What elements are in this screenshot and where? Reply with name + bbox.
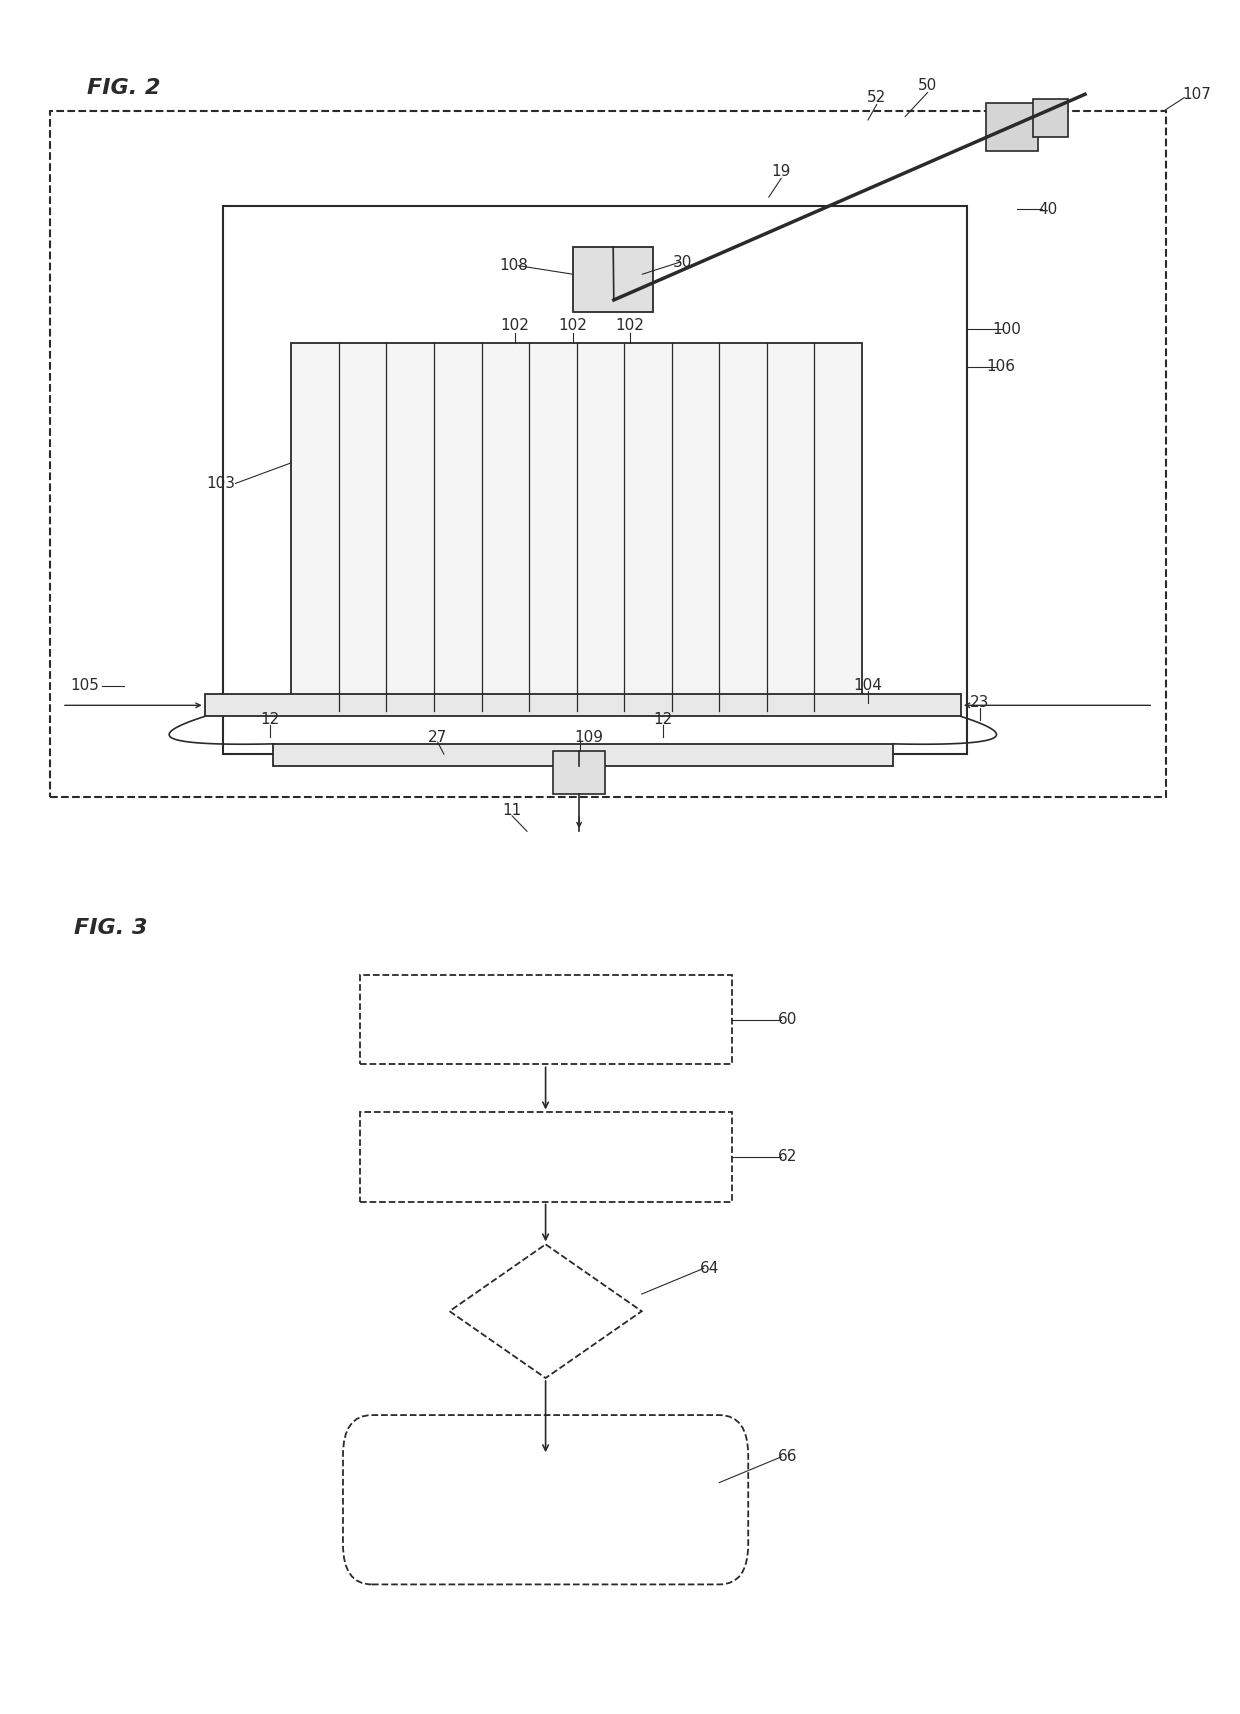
Bar bbox=[1033, 99, 1068, 137]
Text: 106: 106 bbox=[986, 360, 1016, 374]
Bar bbox=[205, 694, 961, 716]
Text: 60: 60 bbox=[777, 1013, 797, 1027]
Bar bbox=[553, 751, 605, 794]
Text: 50: 50 bbox=[918, 79, 937, 93]
Polygon shape bbox=[449, 1244, 642, 1378]
Text: FIG. 3: FIG. 3 bbox=[74, 919, 148, 938]
Text: 12: 12 bbox=[653, 713, 673, 727]
Text: 105: 105 bbox=[69, 679, 99, 692]
Text: 109: 109 bbox=[574, 730, 604, 744]
Text: 102: 102 bbox=[615, 319, 645, 333]
FancyBboxPatch shape bbox=[343, 1416, 748, 1584]
Bar bbox=[50, 111, 1166, 797]
Text: 100: 100 bbox=[992, 322, 1022, 336]
Text: FIG. 2: FIG. 2 bbox=[87, 79, 160, 98]
Text: 30: 30 bbox=[672, 255, 692, 269]
Text: 11: 11 bbox=[502, 804, 522, 818]
Text: 108: 108 bbox=[498, 259, 528, 273]
Text: 66: 66 bbox=[777, 1450, 797, 1464]
Text: 19: 19 bbox=[771, 165, 791, 178]
Text: 62: 62 bbox=[777, 1150, 797, 1164]
Text: 103: 103 bbox=[206, 476, 236, 490]
Text: 27: 27 bbox=[428, 730, 448, 744]
Text: 64: 64 bbox=[701, 1262, 719, 1275]
Bar bbox=[573, 247, 653, 312]
Bar bbox=[360, 975, 732, 1064]
Bar bbox=[273, 744, 893, 766]
Text: 12: 12 bbox=[260, 713, 280, 727]
Text: 102: 102 bbox=[558, 319, 588, 333]
Bar bbox=[986, 103, 1038, 151]
Text: 104: 104 bbox=[853, 679, 883, 692]
Text: 40: 40 bbox=[1038, 202, 1058, 216]
Bar bbox=[360, 1112, 732, 1202]
Text: 52: 52 bbox=[867, 91, 887, 105]
Bar bbox=[291, 343, 862, 711]
Text: 23: 23 bbox=[970, 696, 990, 710]
Text: 102: 102 bbox=[500, 319, 529, 333]
Text: 107: 107 bbox=[1182, 87, 1211, 101]
Bar bbox=[223, 206, 967, 754]
